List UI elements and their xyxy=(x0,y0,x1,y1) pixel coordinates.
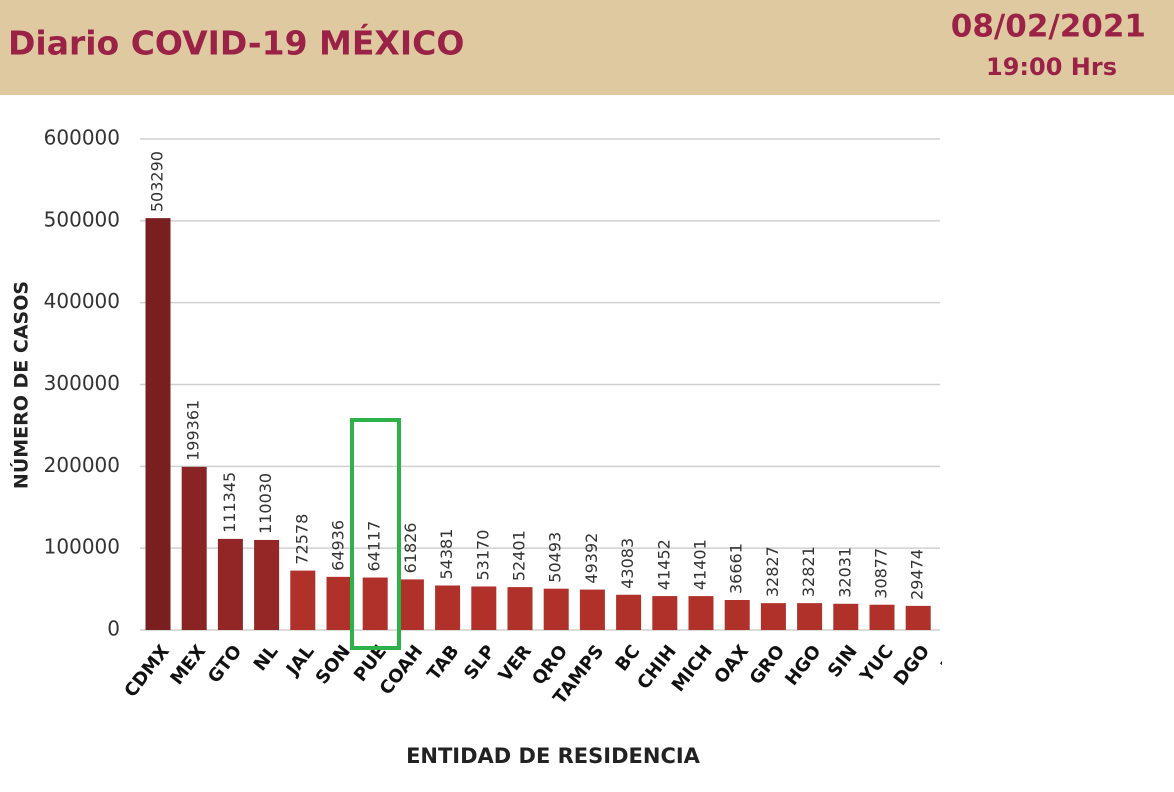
bar xyxy=(181,466,207,630)
bar xyxy=(362,577,388,630)
bar xyxy=(435,585,461,630)
value-label: 61826 xyxy=(401,522,420,573)
x-tick-label: SLP xyxy=(460,641,500,684)
value-label: 50493 xyxy=(546,532,565,583)
value-label: 52401 xyxy=(510,530,529,581)
x-tick-label: YUC xyxy=(856,641,898,687)
value-label: 41452 xyxy=(654,539,673,590)
bar xyxy=(652,596,678,630)
y-tick-label: 400000 xyxy=(44,289,120,313)
value-label: 110030 xyxy=(256,473,275,534)
x-tick-label: HGO xyxy=(781,641,825,690)
value-label: 53170 xyxy=(473,530,492,581)
header-title: Diario COVID-19 MÉXICO xyxy=(8,23,464,63)
header-band xyxy=(0,0,1174,95)
x-tick-label: MEX xyxy=(166,641,210,689)
value-label: 32031 xyxy=(835,547,854,598)
bar xyxy=(471,586,497,630)
value-label: 32827 xyxy=(763,546,782,597)
value-label: 29474 xyxy=(908,549,927,600)
bars: 503290 199361 111345 110030 72578 64936 64117 6… xyxy=(145,151,931,630)
bar xyxy=(290,570,316,630)
x-tick-label: GTO xyxy=(204,641,246,687)
bar xyxy=(543,588,569,630)
value-label: 64936 xyxy=(329,520,348,571)
grid: 0 100000 200000 300000 400000 500000 600000 xyxy=(44,126,940,641)
bar xyxy=(217,538,243,630)
value-label: 503290 xyxy=(148,151,167,212)
x-tick-label: SON xyxy=(312,641,355,688)
value-label: 54381 xyxy=(437,529,456,580)
bar xyxy=(398,579,424,630)
bar xyxy=(254,539,280,630)
x-tick-label: NL xyxy=(250,641,283,675)
value-label: 199361 xyxy=(184,400,203,461)
bar xyxy=(688,596,714,630)
value-label: 30877 xyxy=(872,548,891,599)
value-label: 72578 xyxy=(292,514,311,565)
value-label: 41401 xyxy=(691,539,710,590)
bar xyxy=(507,587,533,630)
bar xyxy=(760,603,786,630)
value-label: 43083 xyxy=(618,538,637,589)
y-tick-label: 300000 xyxy=(44,371,120,395)
value-label: 64117 xyxy=(365,521,384,572)
bar xyxy=(724,599,750,630)
x-tick-label: CDMX xyxy=(120,641,174,701)
x-tick-label: GRO xyxy=(746,641,790,689)
x-axis-title: ENTIDAD DE RESIDENCIA xyxy=(406,744,701,768)
x-tick-label: SIN xyxy=(824,641,862,681)
x-tick-label: BC xyxy=(611,641,644,675)
bar xyxy=(833,603,859,630)
x-tick-label: ZA xyxy=(937,641,970,675)
bar xyxy=(326,576,352,630)
header-time: 19:00 Hrs xyxy=(986,53,1117,81)
y-tick-label: 200000 xyxy=(44,453,120,477)
x-tick-label: TAB xyxy=(423,641,463,684)
bar xyxy=(145,218,171,630)
y-axis-title: NÚMERO DE CASOS xyxy=(9,281,33,489)
bar xyxy=(797,603,823,630)
value-label: 36661 xyxy=(727,543,746,594)
y-tick-label: 600000 xyxy=(44,126,120,150)
y-tick-label: 100000 xyxy=(44,535,120,559)
value-label: 49392 xyxy=(582,533,601,584)
y-tick-label: 0 xyxy=(107,617,120,641)
bar xyxy=(579,589,605,630)
x-tick-label: VER xyxy=(495,641,536,686)
value-label: 111345 xyxy=(220,472,239,533)
x-tick-label: OAX xyxy=(710,641,753,688)
header-date: 08/02/2021 xyxy=(951,9,1146,45)
x-tick-label: DGO xyxy=(890,641,934,689)
value-label: 32821 xyxy=(799,546,818,597)
y-tick-label: 500000 xyxy=(44,207,120,231)
bar xyxy=(905,605,931,630)
x-tick-label: MICH xyxy=(668,641,717,696)
highlight-box xyxy=(350,418,401,650)
bar xyxy=(616,594,642,630)
bar xyxy=(869,604,895,630)
